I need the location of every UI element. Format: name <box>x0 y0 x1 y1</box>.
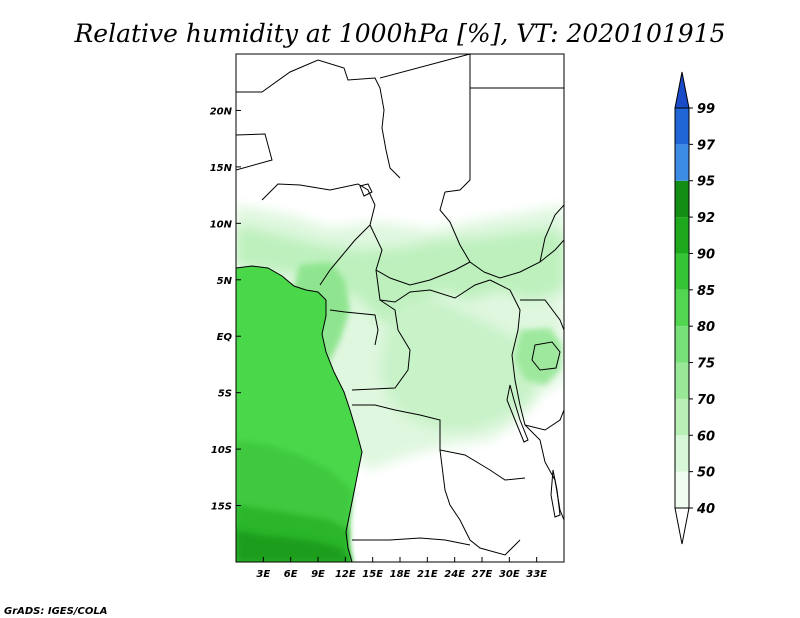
border-libya-chad <box>379 54 471 193</box>
border-mali-niger <box>236 133 273 171</box>
colorbar-segment <box>675 108 689 145</box>
lon-tick-label: 33E <box>526 569 547 580</box>
grads-credit: GrADS: IGES/COLA <box>4 606 107 617</box>
lake-tanganyika <box>506 384 529 443</box>
colorbar-segment <box>675 471 689 508</box>
lon-tick-label: 21E <box>417 569 438 580</box>
border-sudan-south <box>483 239 564 279</box>
atlantic-ocean-dark <box>236 530 352 562</box>
lon-tick-label: 6E <box>284 569 298 580</box>
map-area <box>236 54 564 562</box>
lon-tick-label: 15E <box>362 569 383 580</box>
border-uganda-kenya <box>520 299 564 331</box>
lake-chad <box>359 183 373 197</box>
lat-tick-label: 5N <box>217 276 233 287</box>
colorbar-label: 92 <box>697 211 715 226</box>
colorbar-segment <box>675 217 689 254</box>
colorbar-label: 60 <box>697 429 715 444</box>
border-drc-east <box>489 279 546 463</box>
border-cameroon-gabon <box>329 309 379 346</box>
lon-tick-label: 27E <box>472 569 493 580</box>
border-chad-sudan <box>439 191 485 273</box>
lat-tick-label: 15S <box>211 502 232 513</box>
border-drc-angola <box>352 404 526 481</box>
colorbar-segment <box>675 144 689 181</box>
lake-victoria <box>531 341 561 371</box>
colorbar-label: 70 <box>697 393 715 408</box>
border-nigeria-cameroon <box>319 204 376 286</box>
lon-tick-label: 12E <box>335 569 356 580</box>
colorbar-label: 40 <box>696 502 715 517</box>
humidity-region-mid <box>236 225 564 330</box>
humidity-field <box>236 205 564 562</box>
colorbar-label: 99 <box>697 102 715 117</box>
border-tanzania <box>524 409 564 431</box>
colorbar-label: 90 <box>697 247 715 262</box>
colorbar-over-triangle <box>674 71 690 109</box>
colorbar-segment <box>675 435 689 472</box>
colorbar-label: 85 <box>697 284 715 299</box>
colorbar-label: 97 <box>697 138 716 153</box>
border-car-south <box>375 269 491 303</box>
country-borders <box>236 54 564 562</box>
border-niger-nigeria <box>261 183 376 206</box>
lat-tick-label: EQ <box>217 332 233 343</box>
chart-title: Relative humidity at 1000hPa [%], VT: 20… <box>73 19 725 48</box>
lat-tick-label: 20N <box>210 106 233 117</box>
border-car-north <box>369 224 471 286</box>
lat-tick-label: 10N <box>210 219 233 230</box>
humidity-region-mid2 <box>380 300 540 430</box>
colorbar-segment <box>675 289 689 327</box>
lake-malawi <box>550 469 561 518</box>
lon-tick-label: 24E <box>444 569 465 580</box>
border-algeria-niger <box>236 59 401 179</box>
colorbar-label: 75 <box>697 357 715 372</box>
colorbar-under-triangle <box>674 507 690 545</box>
longitude-axis: 3E 6E 9E 12E 15E 18E 21E 24E 27E 30E 33E <box>256 557 547 580</box>
colorbar-segment <box>675 398 689 436</box>
border-angola-zambia <box>439 449 521 556</box>
colorbar-outline <box>674 107 690 509</box>
colorbar-segment <box>675 180 689 218</box>
lon-tick-label: 3E <box>256 569 270 580</box>
colorbar-label: 80 <box>697 320 715 335</box>
colorbar-segment <box>675 362 689 399</box>
lat-tick-label: 10S <box>211 445 232 456</box>
lon-tick-label: 30E <box>499 569 520 580</box>
colorbar-label: 50 <box>697 466 715 481</box>
lon-tick-label: 18E <box>390 569 411 580</box>
latitude-axis: 20N 15N 10N 5N EQ 5S 10S 15S <box>210 106 241 513</box>
coastline-west <box>236 265 363 562</box>
colorbar-segment <box>675 326 689 363</box>
lat-tick-label: 5S <box>218 389 232 400</box>
lat-tick-label: 15N <box>210 163 233 174</box>
border-ethiopia <box>539 204 564 263</box>
colorbar: 40 50 60 70 75 80 85 90 92 95 97 99 <box>674 71 716 545</box>
colorbar-label: 95 <box>697 175 715 190</box>
lon-tick-label: 9E <box>311 569 325 580</box>
colorbar-segment <box>675 253 689 290</box>
border-angola-namibia <box>352 537 471 546</box>
border-congo-drc <box>351 299 411 391</box>
